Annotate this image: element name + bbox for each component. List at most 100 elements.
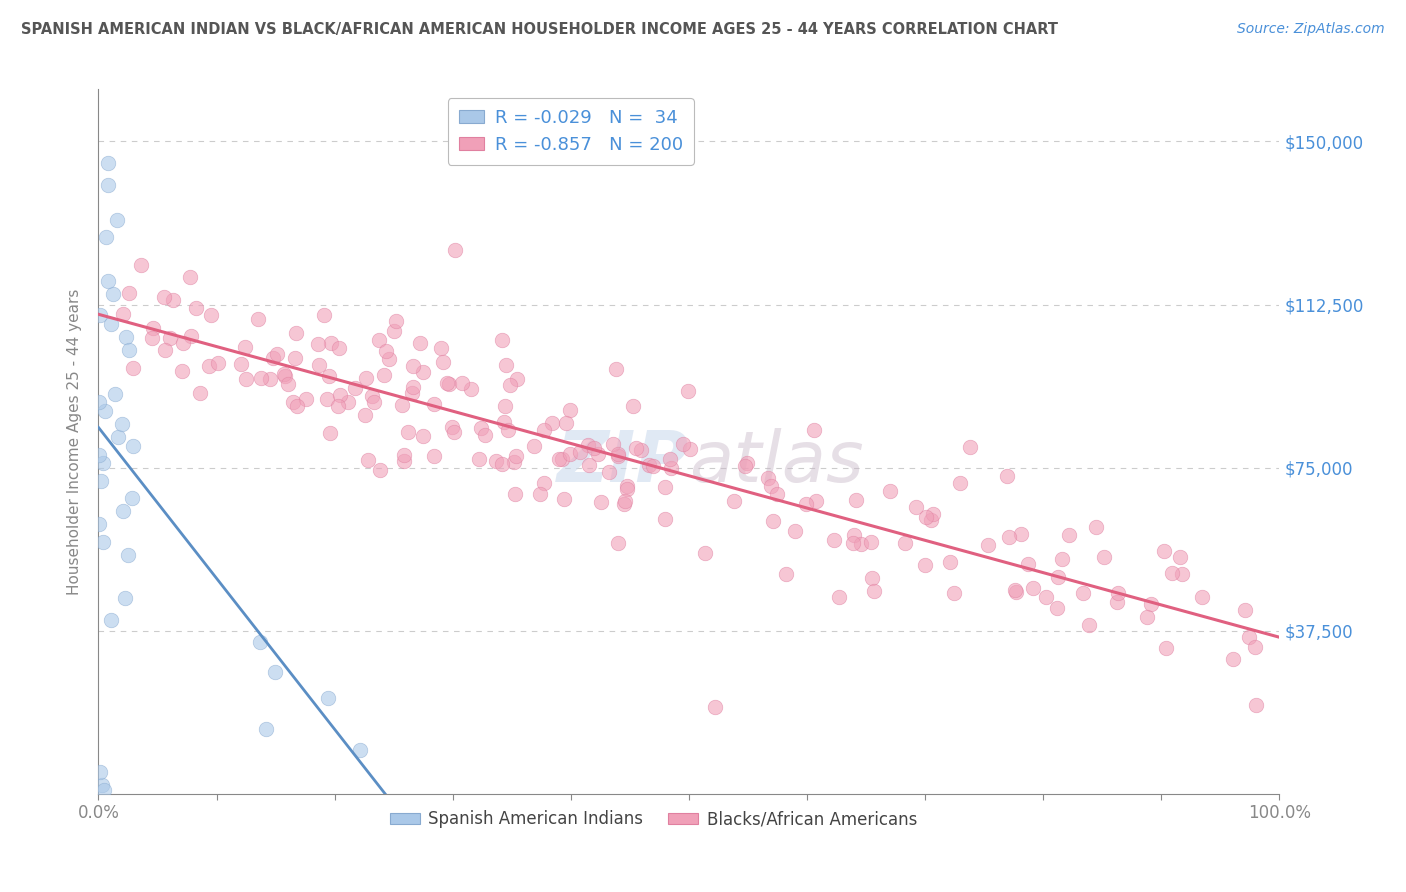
Point	[616, 479, 638, 493]
Point	[766, 487, 789, 501]
Point	[354, 370, 377, 384]
Text: ZIP: ZIP	[557, 428, 689, 497]
Point	[97, 178, 120, 192]
Point	[249, 634, 271, 648]
Point	[949, 476, 972, 491]
Point	[392, 454, 415, 468]
Point	[408, 336, 430, 351]
Point	[1059, 527, 1081, 541]
Point	[96, 230, 118, 244]
Point	[114, 330, 136, 344]
Point	[1004, 582, 1026, 597]
Point	[107, 430, 129, 444]
Point	[943, 586, 966, 600]
Point	[583, 441, 606, 455]
Point	[859, 535, 882, 549]
Point	[392, 448, 415, 462]
Point	[361, 389, 384, 403]
Point	[693, 546, 716, 560]
Point	[894, 536, 917, 550]
Point	[1243, 640, 1265, 654]
Point	[602, 436, 624, 450]
Point	[474, 427, 496, 442]
Point	[436, 376, 458, 390]
Point	[262, 351, 284, 366]
Point	[233, 340, 256, 354]
Point	[93, 782, 115, 797]
Point	[654, 512, 676, 526]
Point	[152, 289, 174, 303]
Point	[1153, 543, 1175, 558]
Point	[586, 447, 609, 461]
Point	[111, 504, 134, 518]
Point	[200, 308, 222, 322]
Point	[111, 308, 134, 322]
Point	[402, 359, 425, 373]
Point	[89, 765, 111, 780]
Point	[533, 423, 555, 437]
Point	[676, 384, 699, 398]
Point	[494, 400, 516, 414]
Point	[344, 381, 367, 395]
Point	[498, 378, 520, 392]
Text: Source: ZipAtlas.com: Source: ZipAtlas.com	[1237, 22, 1385, 37]
Point	[703, 699, 725, 714]
Point	[568, 444, 591, 458]
Point	[111, 417, 134, 431]
Point	[91, 456, 114, 470]
Point	[494, 415, 516, 429]
Point	[506, 372, 529, 386]
Point	[495, 358, 517, 372]
Point	[105, 212, 128, 227]
Point	[1035, 590, 1057, 604]
Point	[266, 347, 288, 361]
Point	[606, 447, 628, 461]
Point	[995, 469, 1018, 483]
Point	[259, 372, 281, 386]
Point	[803, 423, 825, 437]
Point	[555, 416, 578, 430]
Point	[578, 458, 600, 472]
Point	[370, 462, 392, 476]
Point	[329, 388, 352, 402]
Point	[998, 530, 1021, 544]
Point	[541, 416, 564, 430]
Legend: Spanish American Indians, Blacks/African Americans: Spanish American Indians, Blacks/African…	[384, 804, 924, 835]
Point	[1107, 586, 1129, 600]
Point	[671, 437, 693, 451]
Point	[591, 494, 613, 508]
Point	[319, 426, 342, 441]
Point	[491, 333, 513, 347]
Point	[804, 494, 827, 508]
Point	[118, 286, 141, 301]
Text: atlas: atlas	[689, 428, 863, 497]
Point	[396, 425, 419, 440]
Point	[485, 454, 508, 468]
Point	[328, 341, 350, 355]
Point	[1244, 698, 1267, 712]
Point	[920, 513, 942, 527]
Point	[235, 372, 257, 386]
Point	[274, 368, 297, 383]
Point	[1050, 552, 1073, 566]
Point	[440, 419, 463, 434]
Point	[605, 362, 627, 376]
Point	[468, 452, 491, 467]
Point	[284, 351, 307, 365]
Point	[794, 497, 817, 511]
Point	[401, 385, 423, 400]
Point	[1022, 581, 1045, 595]
Point	[659, 451, 682, 466]
Y-axis label: Householder Income Ages 25 - 44 years: Householder Income Ages 25 - 44 years	[67, 288, 83, 595]
Point	[496, 423, 519, 437]
Point	[523, 439, 546, 453]
Point	[336, 394, 359, 409]
Point	[505, 450, 527, 464]
Point	[723, 494, 745, 508]
Point	[91, 778, 114, 792]
Point	[318, 368, 340, 383]
Point	[363, 395, 385, 409]
Point	[828, 590, 851, 604]
Point	[939, 555, 962, 569]
Point	[443, 243, 465, 257]
